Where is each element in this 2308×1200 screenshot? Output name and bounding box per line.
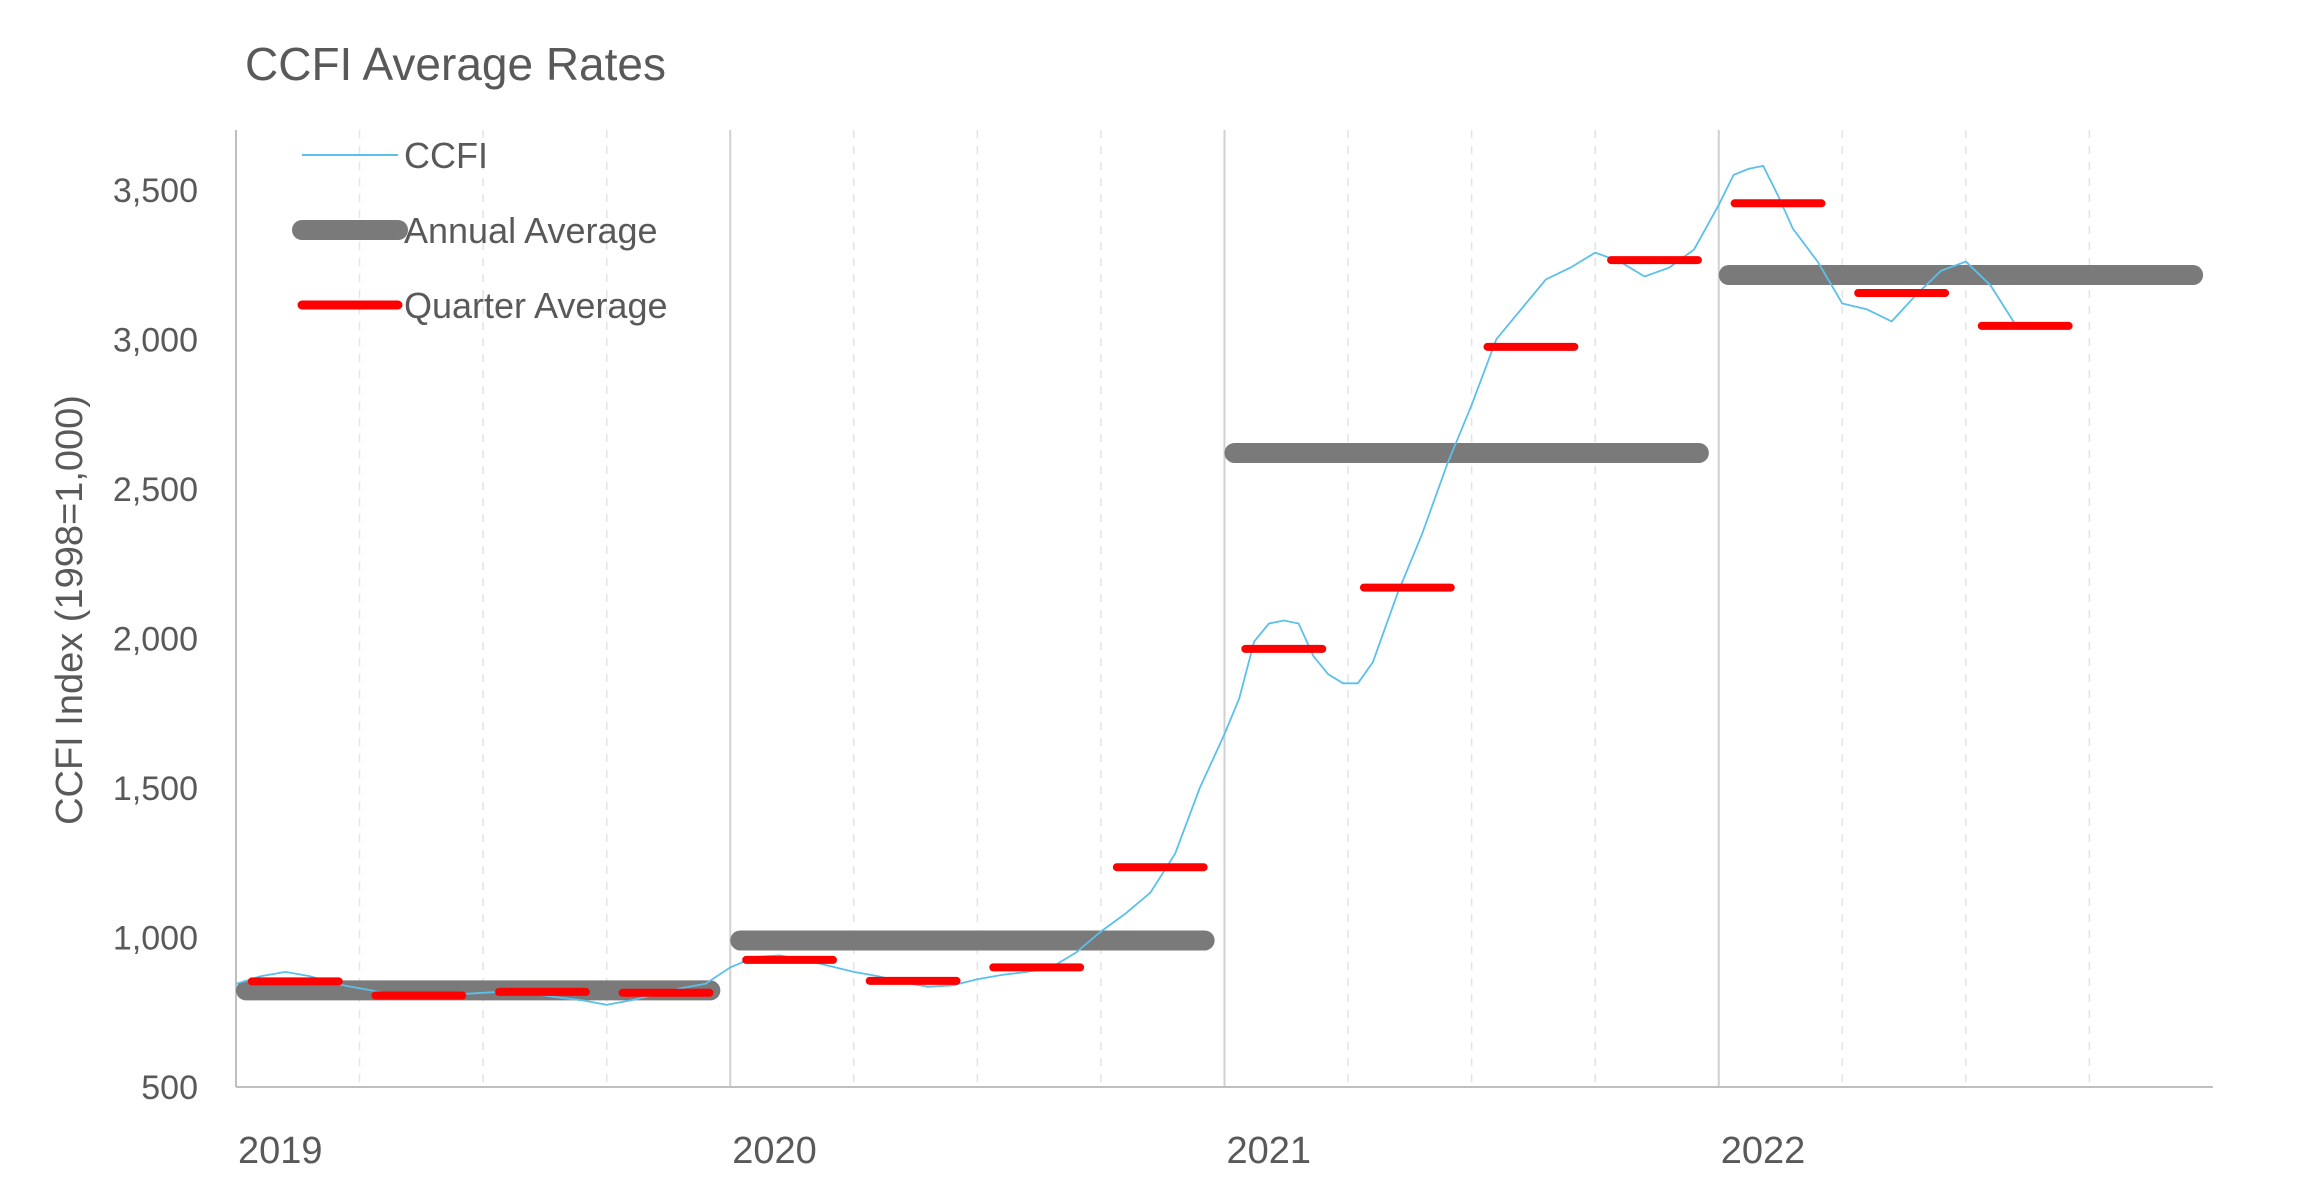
annual-average-series xyxy=(236,265,2204,1001)
y-tick-labels: 500 1,000 1,500 2,000 2,500 3,000 3,500 xyxy=(113,172,198,1107)
legend: CCFI Annual Average Quarter Average xyxy=(292,135,668,326)
y-tick-label: 1,000 xyxy=(113,919,198,957)
x-tick-labels: 2019 2020 2021 2022 xyxy=(238,1130,1805,1172)
y-axis-label: CCFI Index (1998=1,000) xyxy=(49,395,91,825)
legend-label-quarter-average: Quarter Average xyxy=(404,285,668,326)
x-tick-label: 2021 xyxy=(1227,1130,1312,1172)
y-tick-label: 500 xyxy=(141,1069,198,1107)
y-tick-label: 3,000 xyxy=(113,321,198,359)
x-tick-label: 2020 xyxy=(732,1130,817,1172)
y-tick-label: 1,500 xyxy=(113,770,198,808)
y-tick-label: 2,500 xyxy=(113,471,198,509)
chart-title: CCFI Average Rates xyxy=(245,38,666,90)
x-tick-label: 2022 xyxy=(1721,1130,1806,1172)
quarter-average-series xyxy=(247,199,2073,1000)
y-tick-label: 3,500 xyxy=(113,172,198,210)
legend-label-annual-average: Annual Average xyxy=(404,210,658,251)
y-tick-label: 2,000 xyxy=(113,620,198,658)
ccfi-series-line xyxy=(235,164,2017,1006)
x-tick-label: 2019 xyxy=(238,1130,323,1172)
axes xyxy=(235,130,2213,1088)
legend-label-ccfi: CCFI xyxy=(404,135,488,176)
